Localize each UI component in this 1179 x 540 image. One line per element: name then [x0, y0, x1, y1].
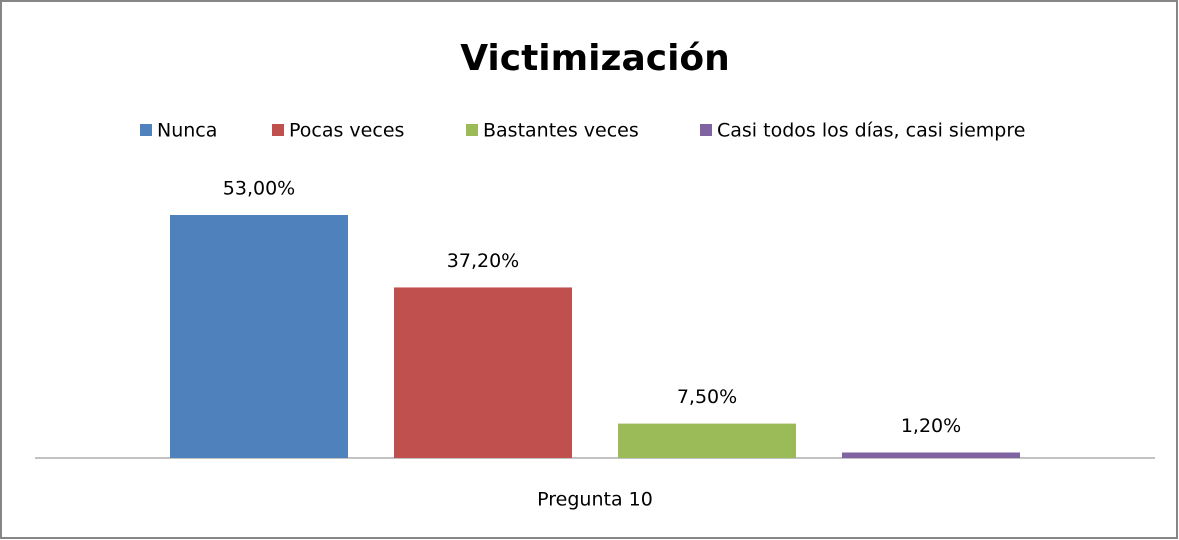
legend-label: Bastantes veces [483, 120, 639, 142]
legend-label: Casi todos los días, casi siempre [717, 120, 1025, 142]
x-tick-label: Pregunta 10 [537, 489, 653, 511]
chart-title: Victimización [460, 38, 730, 79]
data-label: 7,50% [677, 386, 737, 408]
legend-label: Nunca [157, 120, 217, 142]
bar [394, 287, 572, 458]
legend-swatch [700, 124, 712, 136]
bar [842, 452, 1020, 458]
bar [170, 215, 348, 458]
legend-swatch [466, 124, 478, 136]
legend-swatch [140, 124, 152, 136]
data-label: 1,20% [901, 415, 961, 437]
legend-label: Pocas veces [289, 120, 404, 142]
data-label: 53,00% [223, 178, 295, 200]
data-label: 37,20% [447, 250, 519, 272]
legend-swatch [272, 124, 284, 136]
bar [618, 423, 796, 458]
